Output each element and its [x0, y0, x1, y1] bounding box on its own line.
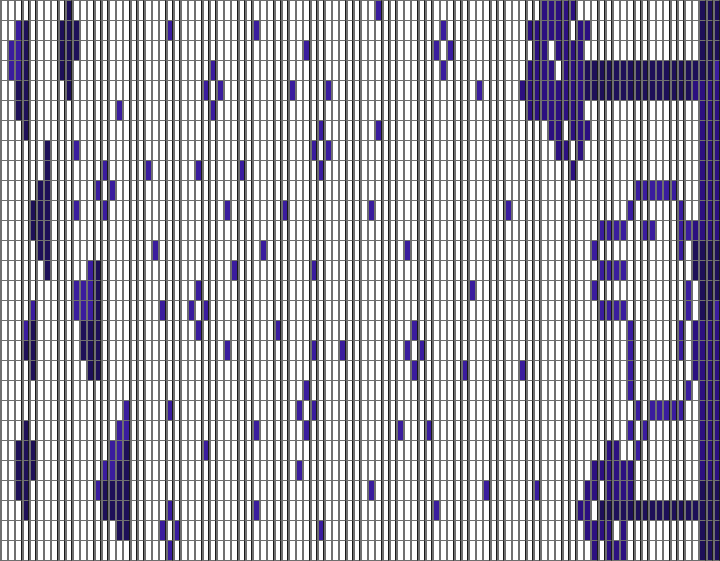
filled-cell[interactable]: [712, 120, 720, 141]
filled-cell[interactable]: [712, 220, 720, 241]
filled-cell[interactable]: [712, 180, 720, 201]
filled-cell[interactable]: [712, 380, 720, 401]
filled-cell[interactable]: [712, 260, 720, 281]
filled-cell[interactable]: [712, 0, 720, 21]
filled-cell[interactable]: [712, 400, 720, 421]
filled-cell[interactable]: [712, 280, 720, 301]
filled-cell[interactable]: [712, 160, 720, 181]
filled-cell[interactable]: [712, 300, 720, 321]
filled-cell[interactable]: [712, 200, 720, 221]
filled-cell[interactable]: [712, 240, 720, 261]
filled-cell[interactable]: [712, 520, 720, 541]
filled-cell[interactable]: [712, 460, 720, 481]
filled-cell[interactable]: [712, 360, 720, 381]
filled-cell[interactable]: [712, 320, 720, 341]
filled-cell[interactable]: [712, 80, 720, 101]
filled-cell[interactable]: [712, 340, 720, 361]
filled-cell[interactable]: [712, 420, 720, 441]
filled-cell[interactable]: [712, 140, 720, 161]
filled-cell[interactable]: [712, 500, 720, 521]
filled-cell[interactable]: [712, 40, 720, 61]
filled-cell[interactable]: [712, 440, 720, 461]
filled-cell[interactable]: [712, 540, 720, 561]
filled-cell[interactable]: [712, 60, 720, 81]
filled-cell[interactable]: [712, 100, 720, 121]
filled-cell[interactable]: [712, 20, 720, 41]
filled-cell[interactable]: [712, 480, 720, 501]
